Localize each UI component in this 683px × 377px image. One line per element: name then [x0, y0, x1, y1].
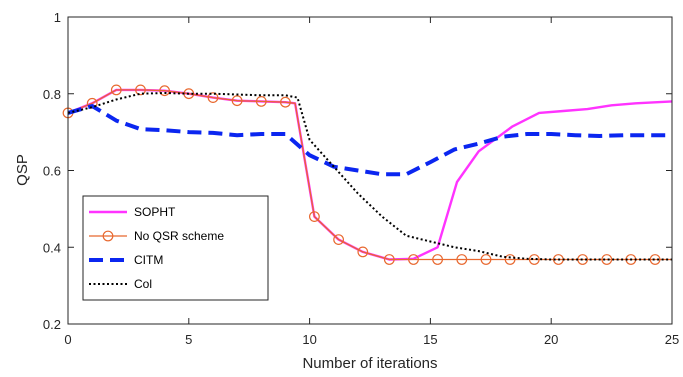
series-marker-1-4: [159, 85, 171, 97]
series-marker-1-24: [649, 254, 661, 265]
series-line-3: [67, 92, 672, 261]
series-marker-1-17: [480, 254, 492, 265]
x-tick-label-5: 25: [665, 332, 679, 347]
series-marker-1-2: [110, 84, 122, 96]
series-marker-1-14: [408, 254, 419, 265]
series-marker-1-22: [601, 254, 613, 265]
series-marker-1-15: [432, 254, 444, 265]
legend-marker-1: [102, 230, 114, 242]
series-marker-1-11: [333, 234, 345, 246]
x-tick-label-4: 20: [544, 332, 558, 347]
legend-label-3: Col: [134, 277, 152, 291]
series-marker-1-8: [255, 95, 267, 107]
legend: SOPHT No QSR scheme CITM Col: [82, 195, 269, 301]
y-tick-label-3: 0.8: [43, 87, 61, 102]
axes-layer: 0 5 10 15 20 25 0.2 0.4 0.6 0.8 1: [43, 10, 679, 347]
y-axis-label: QSP: [14, 154, 31, 186]
legend-label-1: No QSR scheme: [134, 229, 224, 243]
y-tick-label-0: 0.2: [43, 317, 61, 332]
series-marker-1-9: [280, 96, 291, 108]
x-tick-label-0: 0: [64, 332, 71, 347]
series-marker-1-13: [383, 254, 395, 265]
x-tick-label-3: 15: [423, 332, 437, 347]
series-marker-1-19: [528, 254, 540, 265]
series-marker-1-7: [231, 95, 243, 107]
legend-label-2: CITM: [134, 253, 163, 267]
series-marker-1-10: [309, 211, 320, 223]
series-line-1: [67, 89, 672, 261]
series-marker-1-16: [456, 254, 468, 265]
x-tick-label-2: 10: [302, 332, 316, 347]
legend-box: [82, 195, 269, 301]
y-tick-label-2: 0.6: [43, 164, 61, 179]
series-marker-1-3: [135, 84, 146, 96]
series-marker-1-12: [357, 246, 369, 258]
series-line-2: [67, 104, 672, 177]
legend-label-0: SOPHT: [134, 205, 176, 219]
y-tick-label-4: 1: [54, 10, 61, 25]
x-tick-label-1: 5: [185, 332, 192, 347]
series-marker-1-6: [207, 92, 219, 103]
y-tick-label-1: 0.4: [43, 240, 61, 255]
series-marker-1-18: [504, 254, 516, 265]
series-layer: [62, 84, 673, 265]
x-axis-label: Number of iterations: [302, 355, 437, 372]
